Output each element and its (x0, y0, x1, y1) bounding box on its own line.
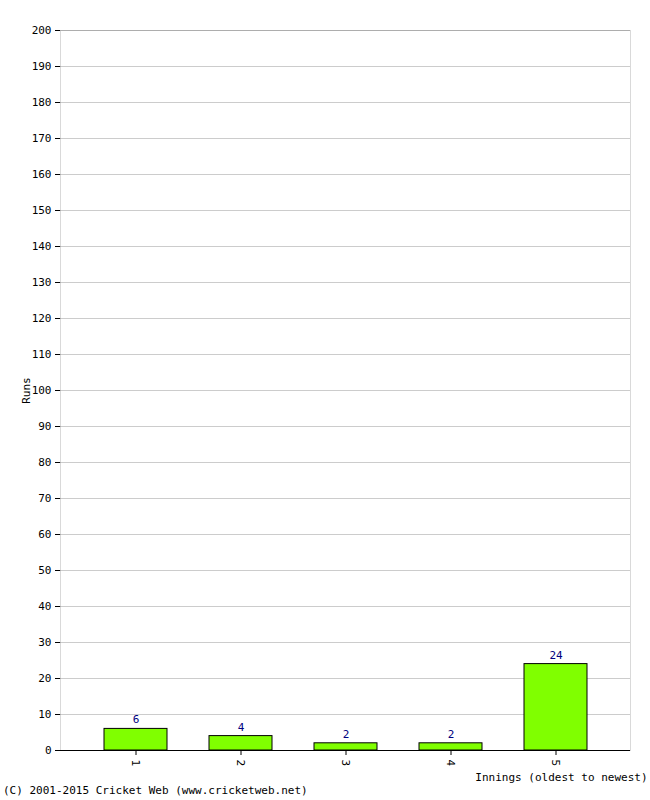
svg-text:50: 50 (38, 564, 51, 577)
svg-text:4: 4 (238, 721, 245, 734)
svg-text:130: 130 (32, 276, 52, 289)
svg-text:70: 70 (38, 492, 51, 505)
svg-text:90: 90 (38, 420, 51, 433)
svg-text:20: 20 (38, 672, 51, 685)
svg-text:80: 80 (38, 456, 51, 469)
svg-text:24: 24 (549, 649, 563, 662)
svg-text:180: 180 (32, 96, 52, 109)
svg-text:1: 1 (129, 760, 142, 767)
svg-text:40: 40 (38, 600, 51, 613)
svg-text:2: 2 (343, 728, 350, 741)
svg-text:110: 110 (32, 348, 52, 361)
svg-text:10: 10 (38, 708, 51, 721)
svg-text:100: 100 (32, 384, 52, 397)
svg-text:150: 150 (32, 204, 52, 217)
svg-text:2: 2 (234, 760, 247, 767)
svg-text:3: 3 (339, 760, 352, 767)
svg-text:2: 2 (448, 728, 455, 741)
svg-text:Runs: Runs (20, 377, 33, 404)
svg-text:120: 120 (32, 312, 52, 325)
svg-text:170: 170 (32, 132, 52, 145)
svg-text:4: 4 (444, 760, 457, 767)
svg-text:190: 190 (32, 60, 52, 73)
svg-text:200: 200 (32, 24, 52, 37)
svg-text:60: 60 (38, 528, 51, 541)
svg-text:5: 5 (549, 760, 562, 767)
svg-text:Innings (oldest to newest): Innings (oldest to newest) (475, 771, 647, 784)
svg-text:6: 6 (133, 713, 140, 726)
svg-text:160: 160 (32, 168, 52, 181)
svg-text:30: 30 (38, 636, 51, 649)
svg-text:140: 140 (32, 240, 52, 253)
svg-text:0: 0 (45, 744, 52, 757)
html-text:(C) 2001-2015 Cricket Web (www: (C) 2001-2015 Cricket Web (www.cricketwe… (3, 784, 308, 797)
